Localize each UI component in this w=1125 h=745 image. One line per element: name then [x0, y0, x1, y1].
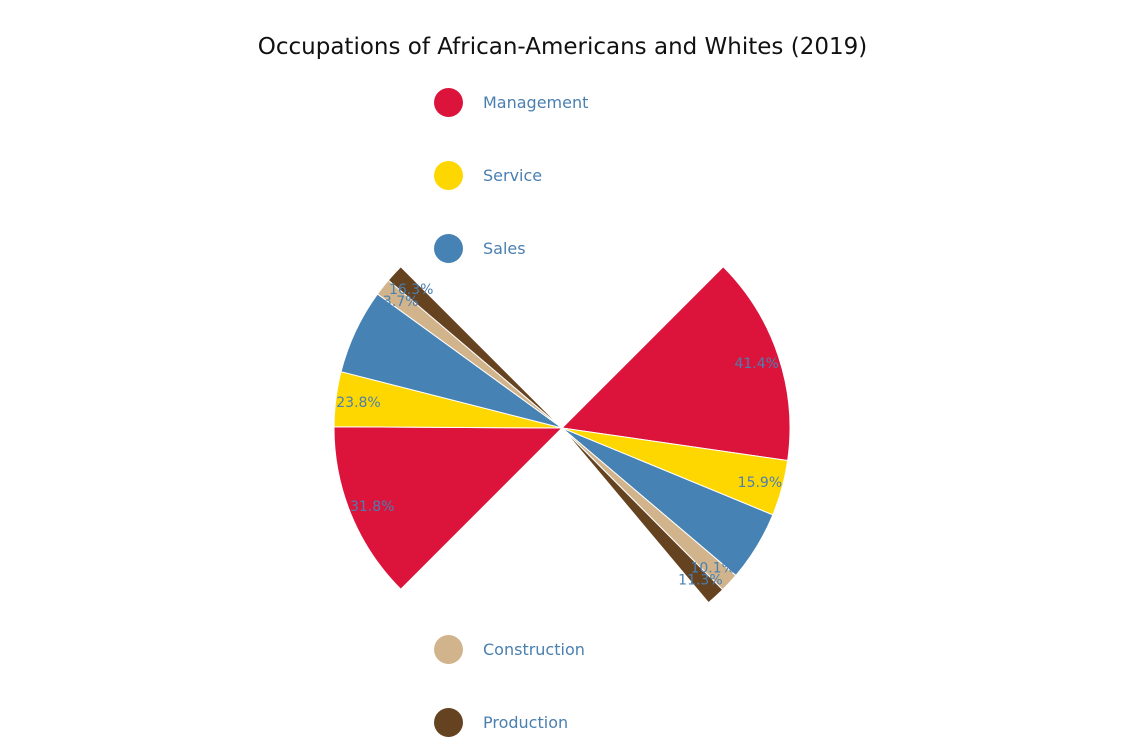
data-label-left-management: 31.8% [350, 499, 394, 515]
pie-slices [333, 266, 791, 604]
legend-swatch-production [434, 707, 463, 737]
legend-swatch-sales [434, 233, 463, 263]
data-label-right-construction: 10.1% [690, 560, 734, 576]
legend-item-management[interactable]: Management [434, 87, 588, 117]
legend-item-service[interactable]: Service [434, 160, 542, 190]
slice-right-production[interactable] [561, 427, 724, 604]
data-label-right-production: 11.3% [678, 573, 722, 589]
legend-swatch-construction [434, 634, 463, 664]
legend-label-service: Service [483, 165, 543, 185]
legend-item-sales[interactable]: Sales [434, 233, 526, 263]
data-label-left-service: 23.8% [336, 395, 380, 411]
legend-label-construction: Construction [483, 639, 585, 659]
slice-left-production[interactable] [387, 266, 563, 429]
legend-swatch-management [434, 87, 463, 117]
slice-right-management[interactable] [560, 266, 791, 462]
data-label-right-management: 41.4% [734, 356, 778, 372]
legend-item-production[interactable]: Production [434, 707, 568, 737]
data-label-right-service: 15.9% [738, 475, 782, 491]
legend-label-management: Management [483, 92, 589, 112]
legend-item-construction[interactable]: Construction [434, 634, 585, 664]
data-label-left-production: 16.3% [389, 282, 433, 298]
data-label-left-construction: 3.7% [383, 294, 419, 310]
chart-title: Occupations of African-Americans and Whi… [257, 34, 868, 60]
legend-label-sales: Sales [483, 238, 526, 258]
pie-labels: 31.8% 23.8% 3.7%16.3% 41.4% 15.9% 10.1%11.3% [336, 282, 782, 589]
slice-left-management[interactable] [333, 426, 564, 590]
legend-swatch-service [434, 160, 463, 190]
legend-label-production: Production [483, 712, 569, 732]
